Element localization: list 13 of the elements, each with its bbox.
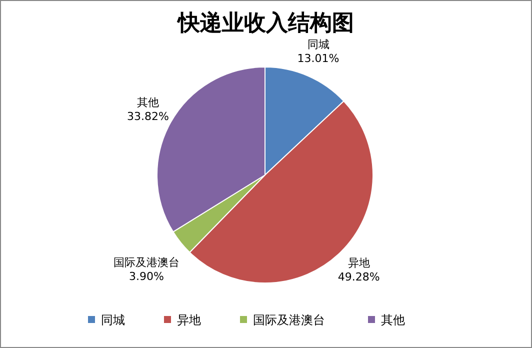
slice-label: 异地 — [348, 256, 370, 270]
legend-label: 同城 — [101, 313, 125, 327]
slice-label: 同城 — [307, 38, 330, 52]
chart-title: 快递业收入结构图 — [176, 10, 354, 36]
legend-label: 异地 — [177, 313, 201, 327]
legend-label: 其他 — [381, 313, 405, 327]
data-label: 49.28% — [338, 270, 380, 284]
data-label: 33.82% — [126, 110, 169, 123]
slice-label: 国际及港澳台 — [113, 256, 180, 270]
legend-label: 国际及港澳台 — [253, 313, 325, 327]
data-label: 13.01% — [297, 52, 340, 66]
slice-label: 其他 — [136, 96, 159, 109]
data-label: 3.90% — [128, 270, 164, 284]
